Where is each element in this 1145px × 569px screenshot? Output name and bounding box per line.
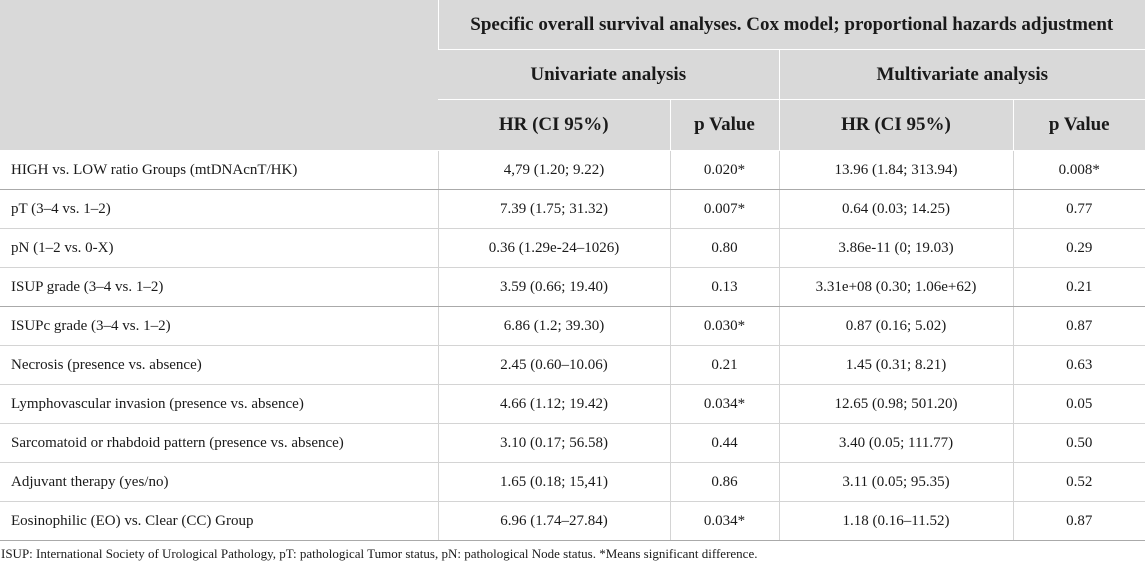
- table-footnote: ISUP: International Society of Urologica…: [1, 546, 758, 561]
- univariate-hr-cell: 3.10 (0.17; 56.58): [437, 423, 670, 463]
- multivariate-p-cell: 0.21: [1012, 267, 1145, 307]
- multivariate-header: Multivariate analysis: [778, 49, 1145, 100]
- univariate-p-cell: 0.007*: [669, 189, 779, 229]
- table-row: pN (1–2 vs. 0-X) 0.36 (1.29e-24–1026) 0.…: [0, 228, 1145, 268]
- multivariate-hr-cell: 1.18 (0.16–11.52): [778, 501, 1013, 541]
- univariate-hr-cell: 1.65 (0.18; 15,41): [437, 462, 670, 502]
- multivariate-p-header: p Value: [1012, 99, 1145, 151]
- multivariate-p-cell: 0.63: [1012, 345, 1145, 385]
- table-row: pT (3–4 vs. 1–2) 7.39 (1.75; 31.32) 0.00…: [0, 189, 1145, 229]
- univariate-p-cell: 0.030*: [669, 306, 779, 346]
- row-label: Sarcomatoid or rhabdoid pattern (presenc…: [0, 423, 438, 463]
- table-row: Sarcomatoid or rhabdoid pattern (presenc…: [0, 423, 1145, 463]
- univariate-hr-cell: 2.45 (0.60–10.06): [437, 345, 670, 385]
- multivariate-hr-cell: 1.45 (0.31; 8.21): [778, 345, 1013, 385]
- row-label: pT (3–4 vs. 1–2): [0, 189, 438, 229]
- univariate-p-cell: 0.020*: [669, 150, 779, 190]
- multivariate-hr-cell: 0.87 (0.16; 5.02): [778, 306, 1013, 346]
- univariate-hr-cell: 4.66 (1.12; 19.42): [437, 384, 670, 424]
- multivariate-p-cell: 0.52: [1012, 462, 1145, 502]
- multivariate-hr-cell: 3.11 (0.05; 95.35): [778, 462, 1013, 502]
- univariate-p-cell: 0.80: [669, 228, 779, 268]
- univariate-header: Univariate analysis: [438, 49, 779, 100]
- table-row: HIGH vs. LOW ratio Groups (mtDNAcnT/HK) …: [0, 150, 1145, 190]
- row-label: Adjuvant therapy (yes/no): [0, 462, 438, 502]
- univariate-p-cell: 0.86: [669, 462, 779, 502]
- multivariate-p-cell: 0.05: [1012, 384, 1145, 424]
- table-row: Lymphovascular invasion (presence vs. ab…: [0, 384, 1145, 424]
- univariate-hr-header: HR (CI 95%): [438, 99, 670, 151]
- row-label: Necrosis (presence vs. absence): [0, 345, 438, 385]
- univariate-hr-cell: 6.96 (1.74–27.84): [437, 501, 670, 541]
- multivariate-hr-header: HR (CI 95%): [778, 99, 1013, 151]
- multivariate-p-cell: 0.29: [1012, 228, 1145, 268]
- row-label: HIGH vs. LOW ratio Groups (mtDNAcnT/HK): [0, 150, 438, 190]
- table-row: Necrosis (presence vs. absence) 2.45 (0.…: [0, 345, 1145, 385]
- univariate-p-cell: 0.44: [669, 423, 779, 463]
- univariate-p-cell: 0.21: [669, 345, 779, 385]
- multivariate-hr-cell: 12.65 (0.98; 501.20): [778, 384, 1013, 424]
- survival-analysis-table: Specific overall survival analyses. Cox …: [0, 0, 1145, 541]
- row-label: Lymphovascular invasion (presence vs. ab…: [0, 384, 438, 424]
- univariate-p-header: p Value: [669, 99, 779, 151]
- univariate-hr-cell: 3.59 (0.66; 19.40): [437, 267, 670, 307]
- row-label: pN (1–2 vs. 0-X): [0, 228, 438, 268]
- row-label: Eosinophilic (EO) vs. Clear (CC) Group: [0, 501, 438, 541]
- univariate-hr-cell: 4,79 (1.20; 9.22): [437, 150, 670, 190]
- univariate-hr-cell: 6.86 (1.2; 39.30): [437, 306, 670, 346]
- univariate-hr-cell: 7.39 (1.75; 31.32): [437, 189, 670, 229]
- multivariate-p-cell: 0.87: [1012, 306, 1145, 346]
- multivariate-hr-cell: 0.64 (0.03; 14.25): [778, 189, 1013, 229]
- multivariate-p-cell: 0.008*: [1012, 150, 1145, 190]
- multivariate-p-cell: 0.50: [1012, 423, 1145, 463]
- table-title-header: Specific overall survival analyses. Cox …: [437, 0, 1145, 50]
- multivariate-p-cell: 0.77: [1012, 189, 1145, 229]
- multivariate-hr-cell: 3.40 (0.05; 111.77): [778, 423, 1013, 463]
- table-row: ISUPc grade (3–4 vs. 1–2) 6.86 (1.2; 39.…: [0, 306, 1145, 346]
- multivariate-p-cell: 0.87: [1012, 501, 1145, 541]
- univariate-p-cell: 0.034*: [669, 384, 779, 424]
- row-label: ISUP grade (3–4 vs. 1–2): [0, 267, 438, 307]
- univariate-hr-cell: 0.36 (1.29e-24–1026): [437, 228, 670, 268]
- univariate-p-cell: 0.034*: [669, 501, 779, 541]
- multivariate-hr-cell: 3.86e-11 (0; 19.03): [778, 228, 1013, 268]
- table-row: ISUP grade (3–4 vs. 1–2) 3.59 (0.66; 19.…: [0, 267, 1145, 307]
- multivariate-hr-cell: 13.96 (1.84; 313.94): [778, 150, 1013, 190]
- corner-header-cell: [0, 0, 438, 151]
- table-row: Adjuvant therapy (yes/no) 1.65 (0.18; 15…: [0, 462, 1145, 502]
- univariate-p-cell: 0.13: [669, 267, 779, 307]
- table-row: Eosinophilic (EO) vs. Clear (CC) Group 6…: [0, 501, 1145, 541]
- row-label: ISUPc grade (3–4 vs. 1–2): [0, 306, 438, 346]
- multivariate-hr-cell: 3.31e+08 (0.30; 1.06e+62): [778, 267, 1013, 307]
